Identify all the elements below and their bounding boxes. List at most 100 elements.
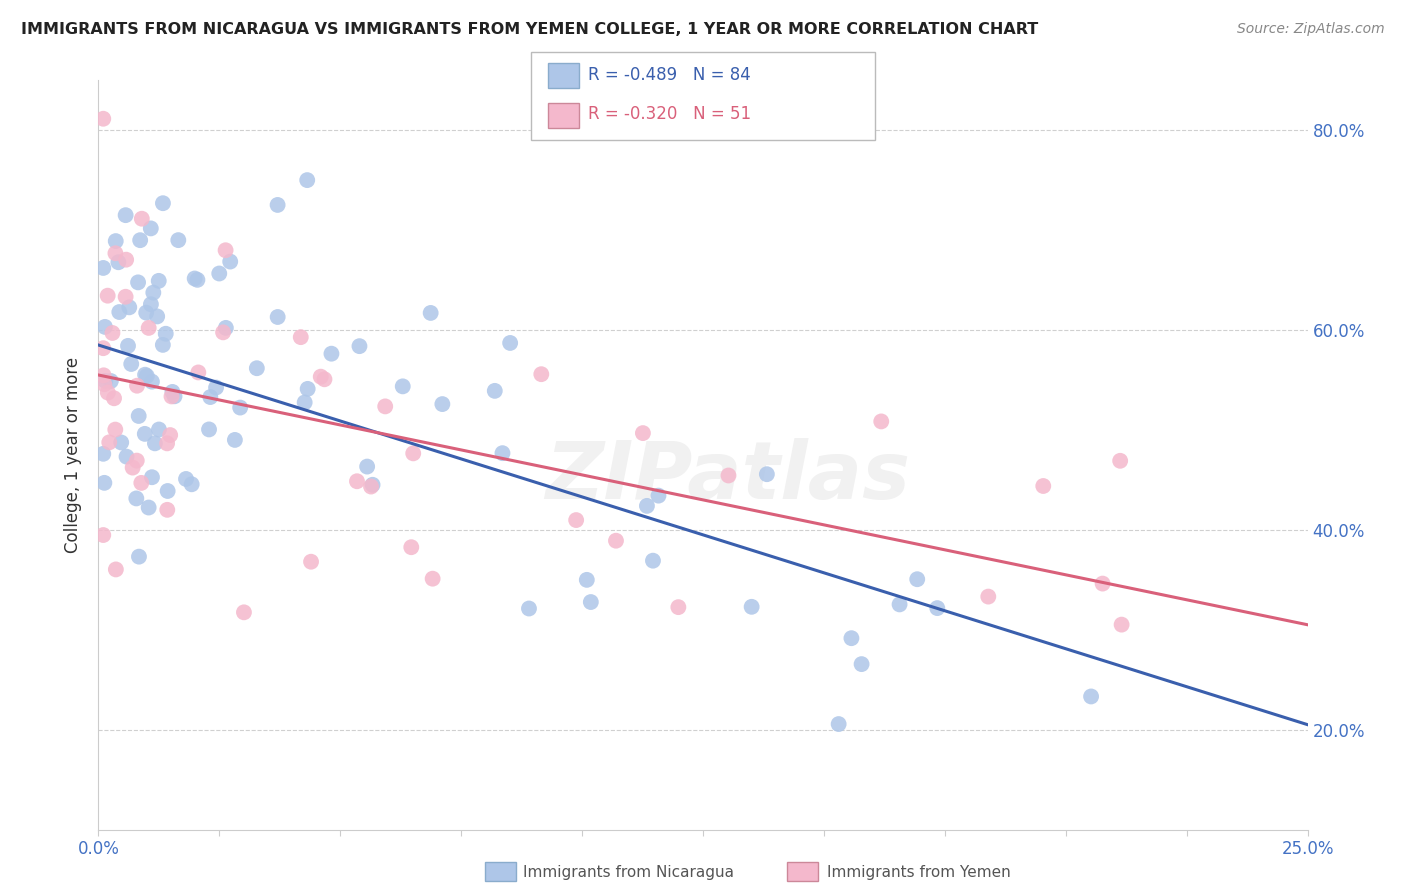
- Point: [229, 401, 252, 415]
- Point: [183, 271, 205, 285]
- Point: [134, 368, 156, 382]
- Point: [180, 477, 202, 491]
- Point: [200, 390, 222, 404]
- Point: [104, 562, 127, 576]
- Point: [148, 274, 170, 288]
- Point: [647, 489, 669, 503]
- Point: [246, 361, 269, 376]
- Text: Source: ZipAtlas.com: Source: ZipAtlas.com: [1237, 22, 1385, 37]
- Point: [1111, 617, 1133, 632]
- Point: [115, 252, 138, 267]
- Point: [97, 385, 120, 400]
- Point: [356, 459, 378, 474]
- Text: Immigrants from Yemen: Immigrants from Yemen: [827, 865, 1011, 880]
- Point: [432, 397, 454, 411]
- Point: [517, 601, 540, 615]
- Point: [755, 467, 778, 482]
- Point: [127, 276, 149, 290]
- Point: [841, 631, 863, 645]
- Point: [125, 378, 148, 392]
- Point: [741, 599, 763, 614]
- Point: [141, 470, 163, 484]
- Point: [198, 422, 221, 436]
- Y-axis label: College, 1 year or more: College, 1 year or more: [65, 357, 83, 553]
- Point: [101, 326, 124, 340]
- Point: [142, 285, 165, 300]
- Point: [579, 595, 602, 609]
- Point: [641, 554, 664, 568]
- Point: [135, 306, 157, 320]
- Point: [314, 372, 336, 386]
- Point: [717, 468, 740, 483]
- Point: [148, 423, 170, 437]
- Point: [1080, 690, 1102, 704]
- Point: [91, 341, 114, 355]
- Point: [419, 306, 441, 320]
- Point: [1091, 576, 1114, 591]
- Point: [93, 368, 115, 383]
- Point: [138, 321, 160, 335]
- Point: [208, 267, 231, 281]
- Point: [103, 391, 125, 405]
- Point: [156, 483, 179, 498]
- Point: [159, 428, 181, 442]
- Point: [138, 500, 160, 515]
- Point: [163, 389, 186, 403]
- Point: [361, 477, 384, 491]
- Point: [266, 310, 288, 324]
- Point: [155, 326, 177, 341]
- Text: ZIPatlas: ZIPatlas: [544, 438, 910, 516]
- Point: [100, 374, 122, 388]
- Point: [401, 540, 423, 554]
- Point: [131, 475, 153, 490]
- Point: [94, 319, 117, 334]
- Point: [266, 198, 288, 212]
- Point: [128, 549, 150, 564]
- Point: [120, 357, 142, 371]
- Point: [143, 436, 166, 450]
- Point: [108, 305, 131, 319]
- Point: [224, 433, 246, 447]
- Point: [927, 601, 949, 615]
- Point: [491, 446, 513, 460]
- Point: [499, 335, 522, 350]
- Point: [174, 472, 197, 486]
- Point: [114, 290, 136, 304]
- Point: [290, 330, 312, 344]
- Point: [1032, 479, 1054, 493]
- Point: [131, 211, 153, 226]
- Point: [827, 717, 849, 731]
- Point: [91, 260, 114, 275]
- Point: [135, 369, 157, 384]
- Text: Immigrants from Nicaragua: Immigrants from Nicaragua: [523, 865, 734, 880]
- Point: [402, 446, 425, 460]
- Point: [321, 347, 343, 361]
- Point: [186, 273, 208, 287]
- Point: [104, 423, 127, 437]
- Point: [104, 234, 127, 248]
- Point: [374, 400, 396, 414]
- Point: [125, 453, 148, 467]
- Point: [98, 435, 121, 450]
- Point: [97, 288, 120, 302]
- Text: R = -0.320   N = 51: R = -0.320 N = 51: [588, 105, 751, 123]
- Point: [129, 233, 152, 247]
- Point: [156, 436, 179, 450]
- Point: [870, 414, 893, 428]
- Point: [104, 246, 127, 260]
- Point: [121, 460, 143, 475]
- Point: [134, 426, 156, 441]
- Point: [91, 112, 114, 126]
- Point: [115, 450, 138, 464]
- Point: [360, 479, 382, 493]
- Point: [93, 377, 115, 392]
- Point: [530, 367, 553, 381]
- Point: [977, 590, 1000, 604]
- Point: [107, 255, 129, 269]
- Point: [889, 598, 911, 612]
- Point: [162, 384, 184, 399]
- Point: [141, 375, 163, 389]
- Point: [631, 426, 654, 441]
- Text: IMMIGRANTS FROM NICARAGUA VS IMMIGRANTS FROM YEMEN COLLEGE, 1 YEAR OR MORE CORRE: IMMIGRANTS FROM NICARAGUA VS IMMIGRANTS …: [21, 22, 1039, 37]
- Point: [297, 173, 319, 187]
